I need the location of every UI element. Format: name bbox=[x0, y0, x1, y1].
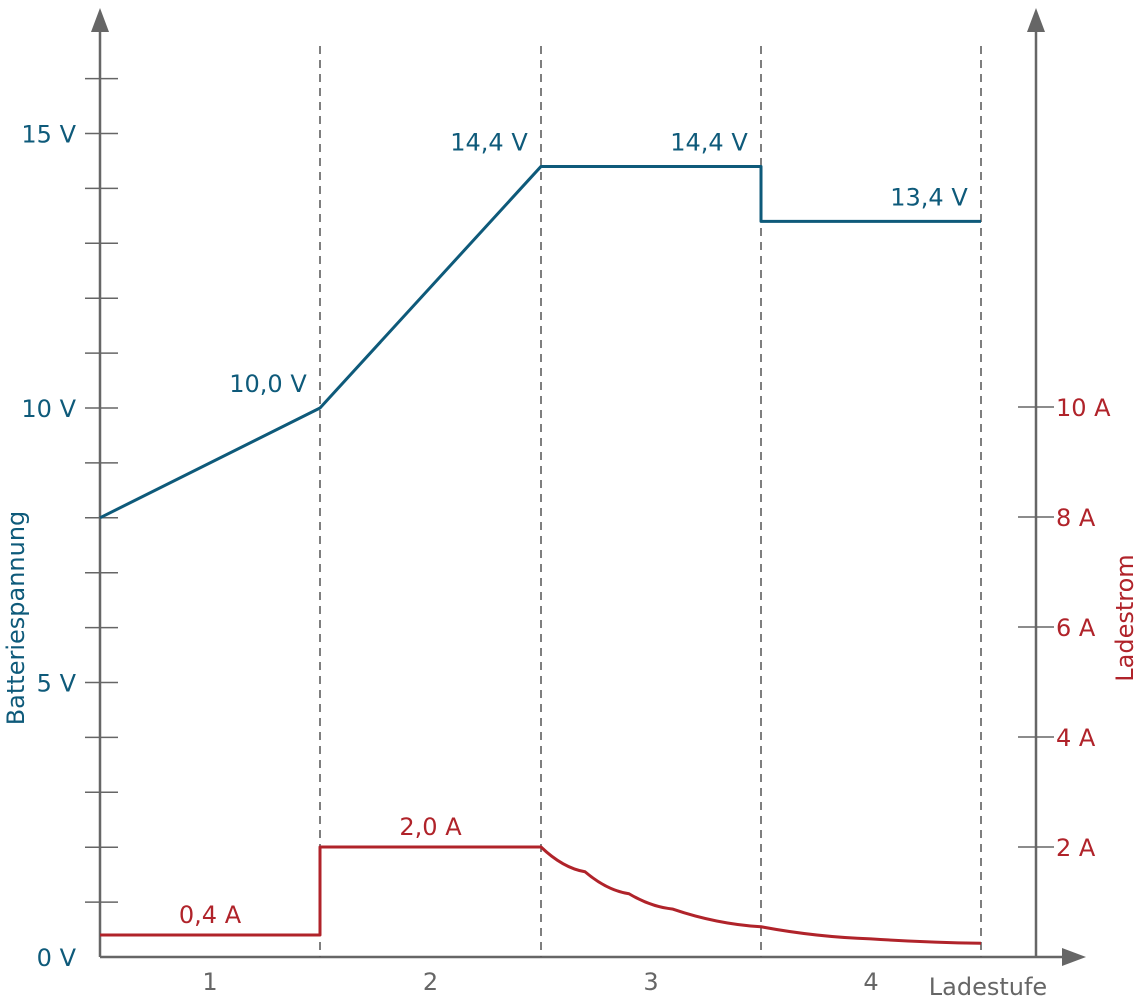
y-right-tick-label: 10 A bbox=[1056, 394, 1111, 422]
current-annotation: 0,4 A bbox=[179, 901, 242, 929]
y-right-tick-label: 2 A bbox=[1056, 834, 1096, 862]
y-left-tick-label: 0 V bbox=[37, 944, 77, 972]
y-left-tick-label: 10 V bbox=[21, 395, 76, 423]
x-tick-label: 2 bbox=[423, 968, 438, 996]
y-left-tick-label: 15 V bbox=[21, 121, 76, 149]
voltage-line bbox=[99, 164, 981, 520]
x-tick-label: 4 bbox=[863, 968, 878, 996]
current-annotation: 2,0 A bbox=[399, 813, 462, 841]
stage-boundaries bbox=[319, 46, 982, 957]
y-right-tick-label: 6 A bbox=[1056, 614, 1096, 642]
axes bbox=[85, 8, 1086, 966]
y-right-tick-label: 4 A bbox=[1056, 724, 1096, 752]
y-right-tick-label: 8 A bbox=[1056, 504, 1096, 532]
annotations: 10,0 V 14,4 V 14,4 V 13,4 V 0,4 A 2,0 A bbox=[179, 128, 968, 929]
x-tick-label: 3 bbox=[643, 968, 658, 996]
current-line bbox=[100, 845, 982, 945]
y-right-axis-title: Ladestrom bbox=[1111, 554, 1139, 681]
y-left-axis-arrow bbox=[91, 8, 109, 32]
tick-labels: 0 V 5 V 10 V 15 V 2 A 4 A 6 A 8 A 10 A 1 2 3 4 bbox=[21, 121, 1111, 997]
x-tick-label: 1 bbox=[202, 968, 217, 996]
voltage-annotation: 14,4 V bbox=[450, 128, 528, 156]
x-axis-title: Ladestufe bbox=[929, 973, 1047, 1001]
y-left-tick-label: 5 V bbox=[37, 670, 77, 698]
voltage-annotation: 13,4 V bbox=[890, 183, 968, 211]
y-left-axis-title: Batteriespannung bbox=[2, 511, 30, 726]
y-right-axis-arrow bbox=[1027, 8, 1045, 32]
voltage-annotation: 10,0 V bbox=[229, 370, 307, 398]
voltage-annotation: 14,4 V bbox=[670, 128, 748, 156]
x-axis-arrow bbox=[1062, 948, 1086, 966]
series-lines bbox=[99, 164, 982, 945]
